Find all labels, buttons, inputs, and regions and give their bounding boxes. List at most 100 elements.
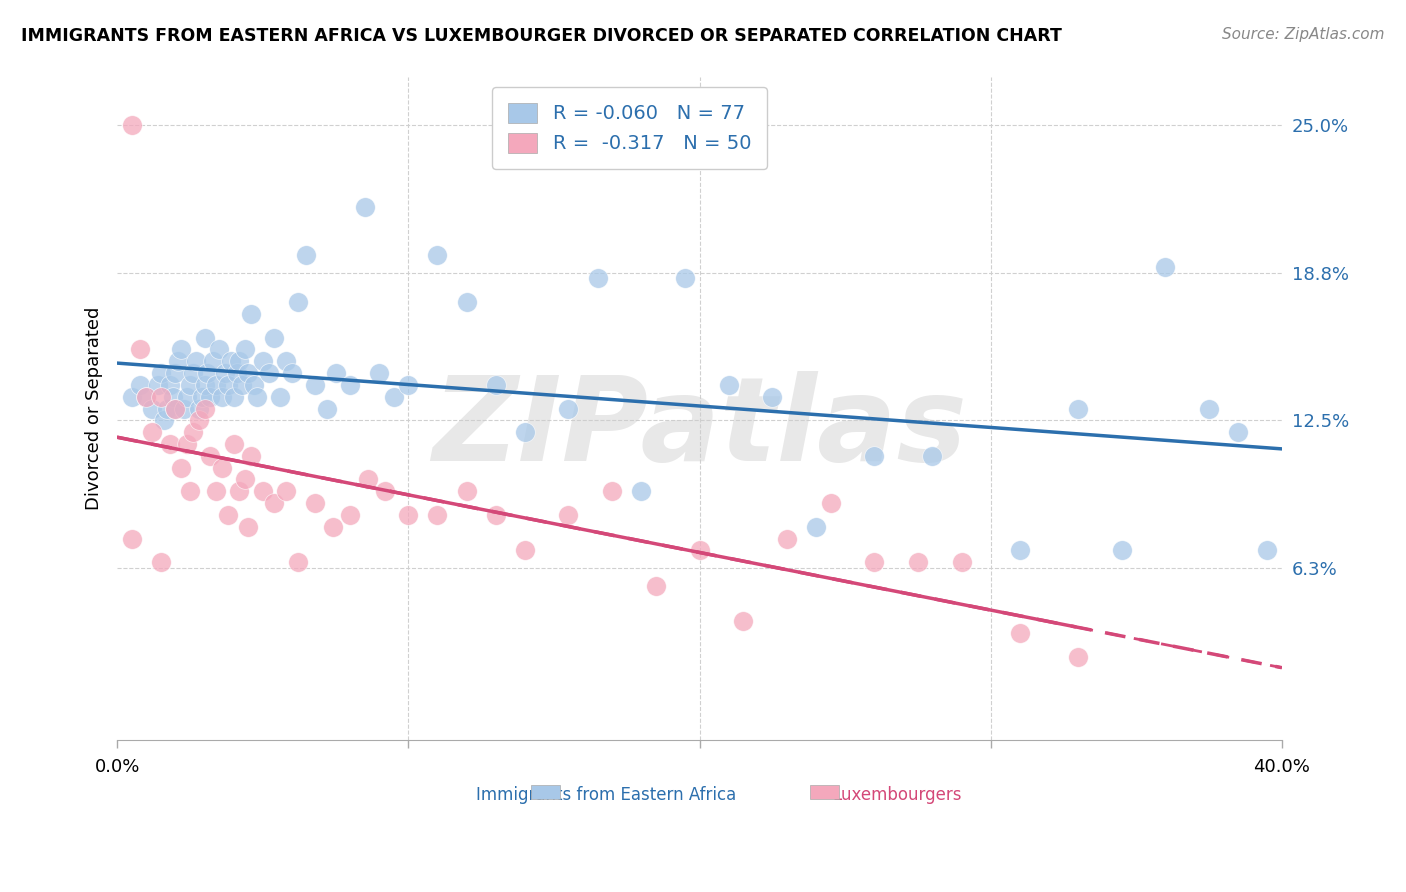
Point bbox=[217, 508, 239, 522]
Point bbox=[149, 390, 172, 404]
Point bbox=[240, 307, 263, 321]
Point bbox=[733, 615, 755, 629]
Point bbox=[339, 508, 361, 522]
Point bbox=[181, 366, 204, 380]
Point bbox=[146, 377, 169, 392]
Point bbox=[152, 413, 174, 427]
Point bbox=[456, 295, 478, 310]
Point bbox=[630, 484, 652, 499]
Point bbox=[141, 401, 163, 416]
Point bbox=[200, 390, 222, 404]
Point bbox=[156, 401, 179, 416]
Point bbox=[165, 366, 187, 380]
Point bbox=[263, 496, 285, 510]
Point bbox=[1008, 626, 1031, 640]
Point bbox=[281, 366, 304, 380]
Point bbox=[513, 425, 536, 439]
Point bbox=[219, 354, 242, 368]
Point bbox=[1154, 260, 1177, 274]
Point bbox=[356, 472, 378, 486]
Text: Immigrants from Eastern Africa: Immigrants from Eastern Africa bbox=[477, 786, 737, 804]
FancyBboxPatch shape bbox=[810, 785, 839, 799]
Point bbox=[644, 579, 666, 593]
Point bbox=[246, 390, 269, 404]
Point bbox=[222, 390, 245, 404]
Text: 0.0%: 0.0% bbox=[94, 758, 139, 776]
Point bbox=[193, 401, 215, 416]
Point bbox=[200, 449, 222, 463]
Point bbox=[673, 271, 696, 285]
Point bbox=[243, 377, 266, 392]
Point bbox=[1008, 543, 1031, 558]
Point bbox=[304, 377, 326, 392]
Point bbox=[689, 543, 711, 558]
Point bbox=[181, 425, 204, 439]
Point bbox=[222, 437, 245, 451]
Point bbox=[205, 377, 228, 392]
Point bbox=[304, 496, 326, 510]
Point bbox=[217, 377, 239, 392]
Point bbox=[252, 354, 274, 368]
Point bbox=[173, 401, 195, 416]
Point bbox=[1111, 543, 1133, 558]
Point bbox=[208, 343, 231, 357]
Point bbox=[121, 390, 143, 404]
Text: ZIPatlas: ZIPatlas bbox=[432, 371, 967, 486]
Point bbox=[170, 460, 193, 475]
Point bbox=[257, 366, 280, 380]
Point bbox=[820, 496, 842, 510]
Point bbox=[233, 343, 256, 357]
Point bbox=[179, 377, 201, 392]
Point bbox=[263, 330, 285, 344]
Point bbox=[1067, 649, 1090, 664]
Point bbox=[485, 508, 508, 522]
Point bbox=[205, 484, 228, 499]
Point bbox=[135, 390, 157, 404]
Point bbox=[238, 366, 260, 380]
Point bbox=[211, 460, 233, 475]
Point bbox=[202, 354, 225, 368]
Point bbox=[176, 437, 198, 451]
Point bbox=[557, 508, 579, 522]
Point bbox=[921, 449, 943, 463]
Point bbox=[287, 555, 309, 569]
Point bbox=[804, 520, 827, 534]
Point bbox=[269, 390, 291, 404]
Point bbox=[863, 449, 886, 463]
Point bbox=[287, 295, 309, 310]
Point bbox=[159, 377, 181, 392]
Point bbox=[187, 401, 209, 416]
Text: Source: ZipAtlas.com: Source: ZipAtlas.com bbox=[1222, 27, 1385, 42]
Point bbox=[717, 377, 740, 392]
Point bbox=[190, 390, 212, 404]
Point bbox=[456, 484, 478, 499]
Point bbox=[353, 201, 375, 215]
Point bbox=[396, 508, 419, 522]
Point bbox=[513, 543, 536, 558]
Point bbox=[149, 555, 172, 569]
Point bbox=[863, 555, 886, 569]
Point bbox=[141, 425, 163, 439]
Point bbox=[322, 520, 344, 534]
Point bbox=[761, 390, 783, 404]
Point bbox=[187, 413, 209, 427]
Point bbox=[1067, 401, 1090, 416]
Point bbox=[225, 366, 247, 380]
Point bbox=[228, 484, 250, 499]
Text: IMMIGRANTS FROM EASTERN AFRICA VS LUXEMBOURGER DIVORCED OR SEPARATED CORRELATION: IMMIGRANTS FROM EASTERN AFRICA VS LUXEMB… bbox=[21, 27, 1062, 45]
Point bbox=[121, 118, 143, 132]
Point bbox=[600, 484, 623, 499]
Point bbox=[1198, 401, 1220, 416]
Point bbox=[295, 248, 318, 262]
FancyBboxPatch shape bbox=[530, 785, 560, 799]
Point bbox=[233, 472, 256, 486]
Point bbox=[252, 484, 274, 499]
Point bbox=[211, 390, 233, 404]
Point bbox=[325, 366, 347, 380]
Point bbox=[315, 401, 337, 416]
Point bbox=[374, 484, 396, 499]
Text: 40.0%: 40.0% bbox=[1253, 758, 1310, 776]
Point bbox=[179, 484, 201, 499]
Text: Luxembourgers: Luxembourgers bbox=[832, 786, 962, 804]
Point bbox=[426, 248, 449, 262]
